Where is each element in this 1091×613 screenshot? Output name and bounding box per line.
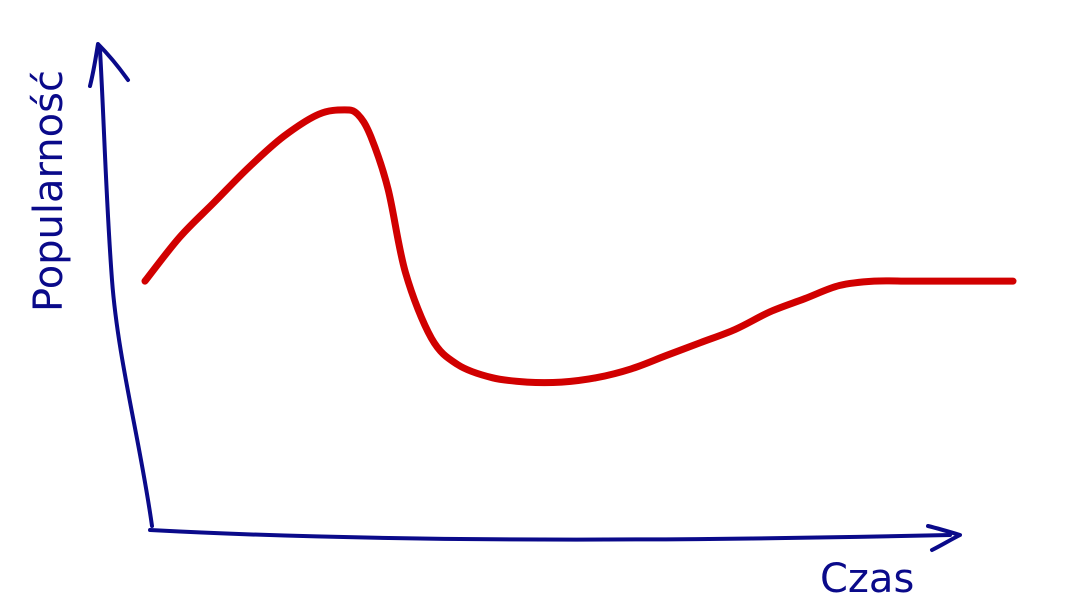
y-axis-arrowhead <box>88 42 130 88</box>
series-line-popularity <box>141 106 1017 387</box>
x-axis-arrowhead <box>926 524 962 552</box>
x-axis-label: Czas <box>820 556 914 602</box>
y-axis-label: Popularność <box>26 70 72 312</box>
y-axis-line <box>98 48 154 528</box>
x-axis-line <box>148 528 952 542</box>
